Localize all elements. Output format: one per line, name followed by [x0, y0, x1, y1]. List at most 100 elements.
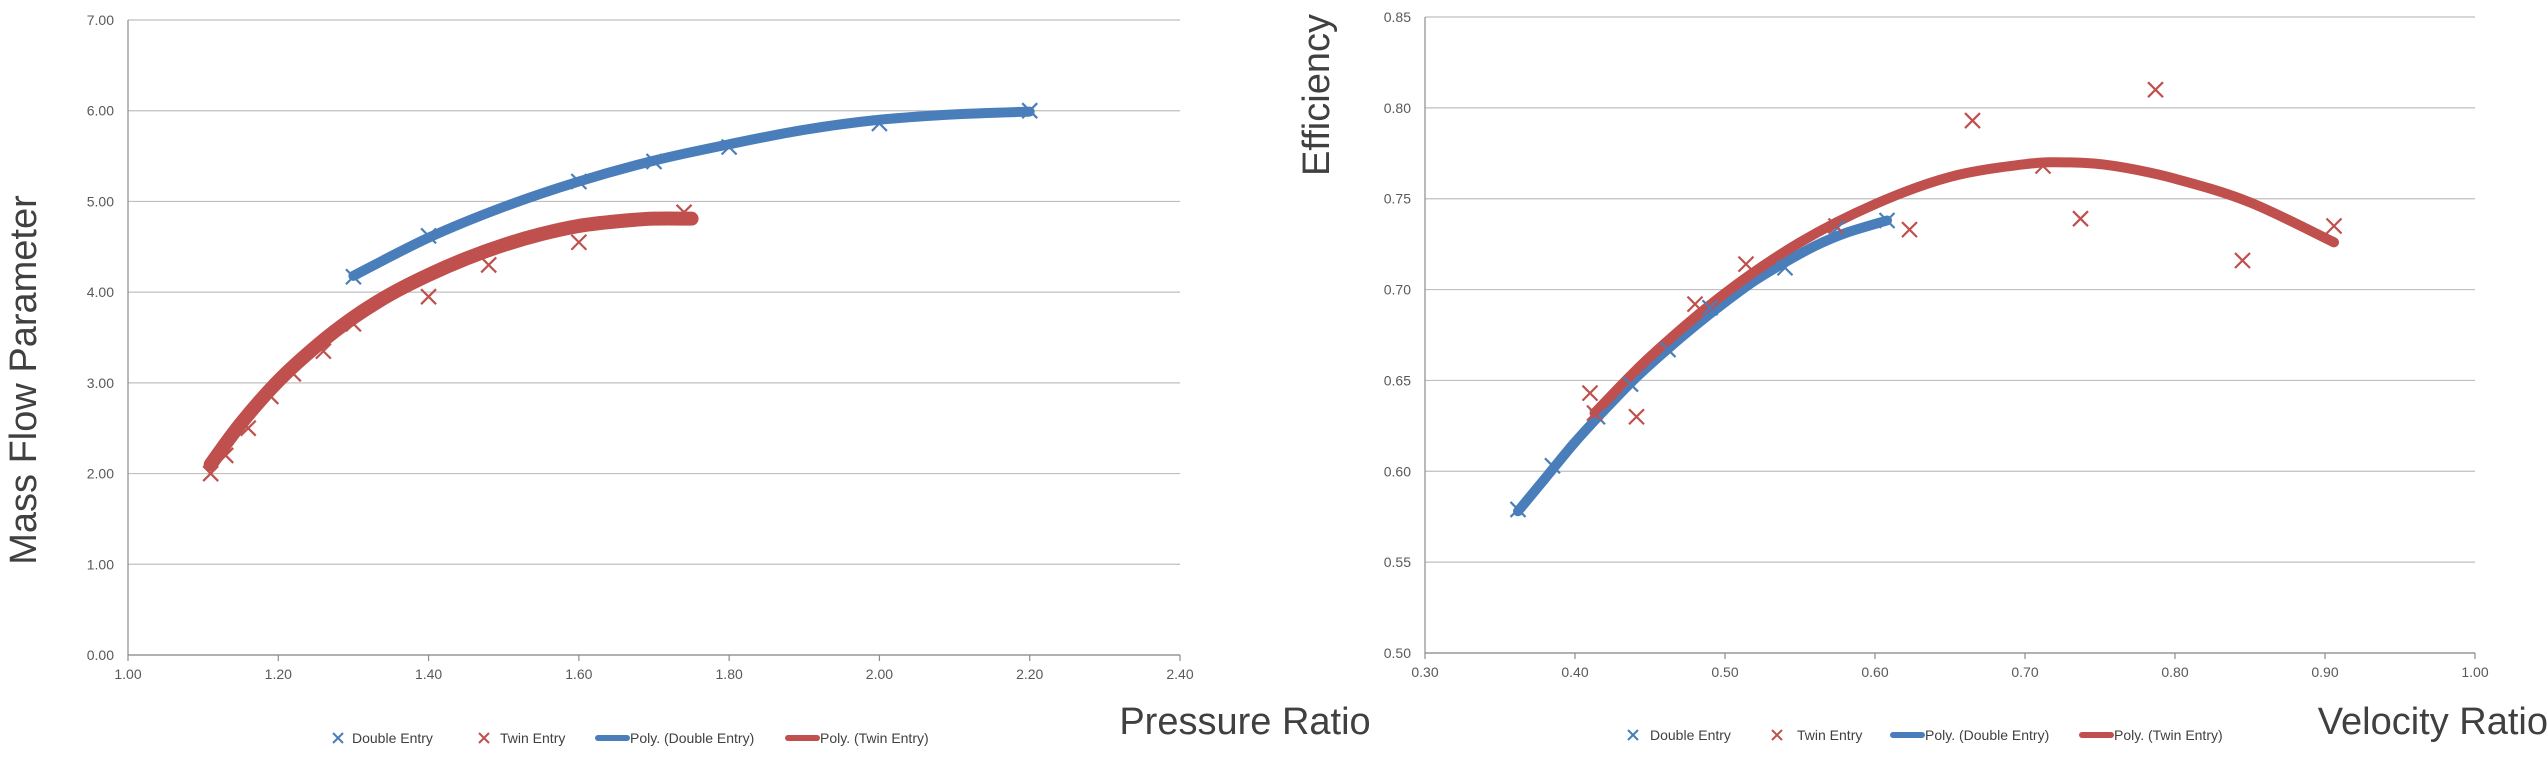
y-axis-title: Efficiency	[1296, 14, 1338, 176]
data-point-twin-entry	[217, 447, 234, 464]
data-point-twin-entry	[1628, 408, 1645, 426]
data-point-twin-entry	[1901, 221, 1918, 238]
trendline-poly-twin-entry	[1589, 157, 2339, 419]
data-point-twin-entry	[202, 465, 219, 482]
data-point-stroke	[1581, 384, 1599, 402]
legend-label: Poly. (Double Entry)	[630, 730, 754, 746]
data-point-stroke	[1901, 221, 1918, 238]
data-point-twin-entry	[2234, 252, 2251, 269]
data-point-twin-entry	[285, 365, 302, 383]
data-point-twin-entry	[262, 388, 280, 405]
x-tick-label: 0.80	[2161, 664, 2188, 680]
x-tick-label: 2.00	[866, 666, 893, 682]
y-axis-title: Mass Flow Parameter	[3, 195, 45, 565]
x-tick-label: 0.60	[1861, 664, 1888, 680]
y-tick-label: 0.85	[1384, 9, 1411, 25]
data-point-double-entry	[570, 173, 588, 190]
data-point-twin-entry	[675, 204, 693, 221]
data-point-double-entry	[1509, 501, 1527, 518]
legend-marker-x-icon	[478, 732, 490, 744]
y-tick-label: 0.55	[1384, 554, 1411, 570]
legend: Double Entry Twin Entry Poly. (Double Entr…	[1627, 727, 2223, 743]
data-point-stroke	[420, 227, 437, 245]
legend-item-twin-entry: Twin Entry	[478, 730, 565, 746]
data-point-twin-entry	[2034, 157, 2052, 175]
data-point-twin-entry	[480, 256, 497, 274]
chart-mass-flow-vs-pressure-ratio: 0.001.002.003.004.005.006.007.001.00 1.20…	[3, 12, 1371, 746]
data-point-stroke	[570, 233, 588, 251]
x-tick-label: 2.20	[1016, 666, 1043, 682]
y-tick-label: 2.00	[87, 466, 114, 482]
y-tick-label: 7.00	[87, 12, 114, 28]
data-point-twin-entry	[2147, 81, 2164, 98]
data-point-stroke	[1021, 102, 1038, 119]
data-point-stroke	[871, 115, 888, 132]
data-point-twin-entry	[2325, 217, 2343, 235]
data-point-stroke	[1509, 501, 1527, 518]
x-tick-label: 0.40	[1561, 664, 1588, 680]
legend-label: Poly. (Twin Entry)	[820, 730, 929, 746]
legend-label: Poly. (Double Entry)	[1925, 727, 2049, 743]
data-point-twin-entry	[1737, 255, 1755, 273]
y-tick-label: 0.70	[1384, 282, 1411, 298]
data-point-stroke	[480, 256, 497, 274]
legend-item-poly-double-entry: Poly. (Double Entry)	[1890, 727, 2049, 743]
data-point-stroke	[1878, 212, 1896, 229]
data-point-stroke	[1586, 404, 1603, 422]
data-point-stroke	[675, 204, 693, 221]
data-point-stroke	[345, 315, 362, 333]
legend-label: Poly. (Twin Entry)	[2114, 727, 2223, 743]
data-point-double-entry	[1701, 299, 1719, 317]
x-tick-label: 0.30	[1411, 664, 1438, 680]
y-tick-label: 0.80	[1384, 100, 1411, 116]
data-point-stroke	[1701, 299, 1719, 317]
data-point-stroke	[1776, 259, 1794, 277]
legend-item-twin-entry: Twin Entry	[1771, 727, 1862, 743]
data-point-stroke	[645, 153, 663, 170]
legend-item-poly-double-entry: Poly. (Double Entry)	[595, 730, 754, 746]
legend-item-double-entry: Double Entry	[332, 730, 433, 746]
data-point-twin-entry	[420, 288, 437, 305]
data-point-stroke	[262, 388, 280, 405]
x-axis-title: Velocity Ratio	[2318, 701, 2548, 743]
data-point-stroke	[1686, 295, 1704, 313]
data-point-twin-entry	[1581, 384, 1599, 402]
y-tick-label: 5.00	[87, 193, 114, 209]
data-point-double-entry	[1776, 259, 1794, 277]
y-tick-label: 0.65	[1384, 372, 1411, 388]
data-point-double-entry	[645, 153, 663, 170]
data-point-stroke	[2072, 210, 2089, 227]
legend-marker-x-icon	[1771, 729, 1783, 741]
legend-marker-x-icon	[332, 732, 344, 744]
legend-item-double-entry: Double Entry	[1627, 727, 1731, 743]
x-tick-label: 0.50	[1711, 664, 1738, 680]
y-tick-label: 3.00	[87, 375, 114, 391]
x-tick-label: 1.20	[265, 666, 292, 682]
data-point-stroke	[2325, 217, 2343, 235]
data-point-stroke	[285, 365, 302, 383]
trendline-poly-twin-entry	[203, 211, 699, 472]
legend-label: Double Entry	[352, 730, 433, 746]
data-point-double-entry	[1659, 341, 1677, 358]
data-point-stroke	[570, 173, 588, 190]
legend-item-poly-twin-entry: Poly. (Twin Entry)	[2079, 727, 2223, 743]
data-point-double-entry	[1021, 102, 1038, 119]
data-point-double-entry	[420, 227, 437, 245]
data-point-stroke	[2234, 252, 2251, 269]
data-point-stroke	[202, 465, 219, 482]
data-point-twin-entry	[239, 419, 257, 437]
data-point-double-entry	[1544, 457, 1561, 475]
data-point-stroke	[1964, 112, 1981, 129]
x-tick-label: 1.60	[565, 666, 592, 682]
trendline-poly-double-entry	[1513, 215, 1892, 517]
legend-label: Double Entry	[1650, 727, 1731, 743]
data-point-twin-entry	[1964, 112, 1981, 129]
data-point-twin-entry	[1586, 404, 1603, 422]
data-point-stroke	[2034, 157, 2052, 175]
data-point-double-entry	[871, 115, 888, 132]
data-point-double-entry	[720, 138, 738, 156]
chart-efficiency-vs-velocity-ratio: 0.50 0.55 0.60 0.65 0.70 0.75 0.80 0.85 0.30 0.40…	[1296, 9, 2548, 743]
data-point-stroke	[420, 288, 437, 305]
data-point-double-entry	[1622, 375, 1639, 393]
